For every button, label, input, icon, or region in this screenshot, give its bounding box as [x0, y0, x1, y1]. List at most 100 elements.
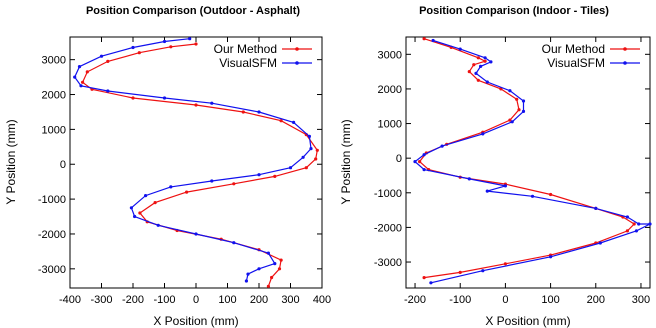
data-point	[138, 211, 141, 214]
data-point	[106, 60, 109, 63]
series-0	[418, 37, 636, 279]
x-tick-label: 0	[193, 294, 199, 306]
series-layer	[73, 37, 319, 288]
data-point	[100, 55, 103, 58]
series-layer	[413, 37, 651, 284]
data-point	[599, 241, 602, 244]
y-tick-label: 2000	[42, 90, 66, 102]
data-point	[78, 65, 81, 68]
data-point	[86, 70, 89, 73]
x-tick-label: 0	[502, 294, 508, 306]
x-tick-label: 300	[632, 294, 650, 306]
data-point	[511, 120, 514, 123]
data-point	[131, 46, 134, 49]
y-tick-label: 1000	[42, 124, 66, 136]
data-point	[484, 60, 487, 63]
x-tick-label: -300	[90, 294, 112, 306]
data-point	[637, 222, 640, 225]
data-point	[472, 63, 475, 66]
series-0	[81, 42, 319, 288]
data-point	[79, 84, 82, 87]
y-tick-label: -1000	[374, 188, 402, 200]
x-tick-label: 100	[218, 294, 236, 306]
y-tick-label: 3000	[378, 49, 402, 61]
series-line	[420, 39, 635, 278]
data-point	[316, 149, 319, 152]
data-point	[635, 229, 638, 232]
series-line	[415, 41, 650, 283]
data-point	[163, 40, 166, 43]
y-tick-label: 3000	[42, 55, 66, 67]
series-1	[413, 39, 651, 285]
data-point	[481, 132, 484, 135]
data-point	[242, 110, 245, 113]
data-point	[194, 103, 197, 106]
y-tick-label: -1000	[38, 194, 66, 206]
data-point	[504, 184, 507, 187]
legend-swatch-marker	[295, 47, 299, 51]
tick-layer: -400 -300 -200 -100 0 100 200 300 400-3000-2000-…	[38, 37, 331, 306]
data-point	[280, 259, 283, 262]
data-point	[188, 37, 191, 40]
data-point	[154, 201, 157, 204]
data-point	[267, 285, 270, 288]
data-point	[517, 108, 520, 111]
data-point	[626, 215, 629, 218]
legend-label: Our Method	[214, 42, 277, 56]
data-point	[626, 229, 629, 232]
data-point	[479, 65, 482, 68]
y-axis-label: Y Position (mm)	[4, 119, 18, 204]
data-point	[508, 89, 511, 92]
data-point	[418, 160, 421, 163]
data-point	[504, 262, 507, 265]
data-point	[489, 60, 492, 63]
data-point	[144, 194, 147, 197]
series-1	[73, 37, 313, 283]
data-point	[246, 273, 249, 276]
y-axis-label: Y Position (mm)	[339, 119, 353, 204]
data-point	[130, 206, 133, 209]
data-point	[486, 190, 489, 193]
data-point	[270, 276, 273, 279]
x-tick-label: 300	[281, 294, 299, 306]
data-point	[432, 39, 435, 42]
data-point	[308, 135, 311, 138]
data-point	[292, 121, 295, 124]
legend-swatch-marker	[623, 61, 627, 65]
data-point	[522, 110, 525, 113]
data-point	[267, 252, 270, 255]
x-tick-label: -200	[404, 294, 426, 306]
data-point	[459, 271, 462, 274]
y-tick-label: 0	[60, 159, 66, 171]
data-point	[314, 157, 317, 160]
data-point	[441, 145, 444, 148]
data-point	[210, 102, 213, 105]
x-tick-label: -200	[122, 294, 144, 306]
data-point	[633, 222, 636, 225]
data-point	[648, 222, 651, 225]
data-point	[477, 56, 480, 59]
y-tick-label: 0	[396, 153, 402, 165]
data-point	[423, 276, 426, 279]
legend-label: VisualSFM	[219, 56, 277, 70]
legend-swatch-marker	[295, 61, 299, 65]
plot-frame	[406, 37, 650, 288]
data-point	[131, 96, 134, 99]
data-point	[481, 269, 484, 272]
data-point	[245, 279, 248, 282]
data-point	[157, 224, 160, 227]
data-point	[305, 166, 308, 169]
series-line	[83, 44, 318, 286]
data-point	[81, 81, 84, 84]
data-point	[169, 185, 172, 188]
data-point	[468, 70, 471, 73]
data-point	[106, 89, 109, 92]
data-point	[486, 80, 489, 83]
x-tick-label: -100	[153, 294, 175, 306]
chart-outdoor: Position Comparison (Outdoor - Asphalt) …	[4, 5, 331, 328]
data-point	[413, 160, 416, 163]
chart-title: Position Comparison (Indoor - Tiles)	[419, 5, 609, 17]
data-point	[273, 175, 276, 178]
data-point	[257, 267, 260, 270]
